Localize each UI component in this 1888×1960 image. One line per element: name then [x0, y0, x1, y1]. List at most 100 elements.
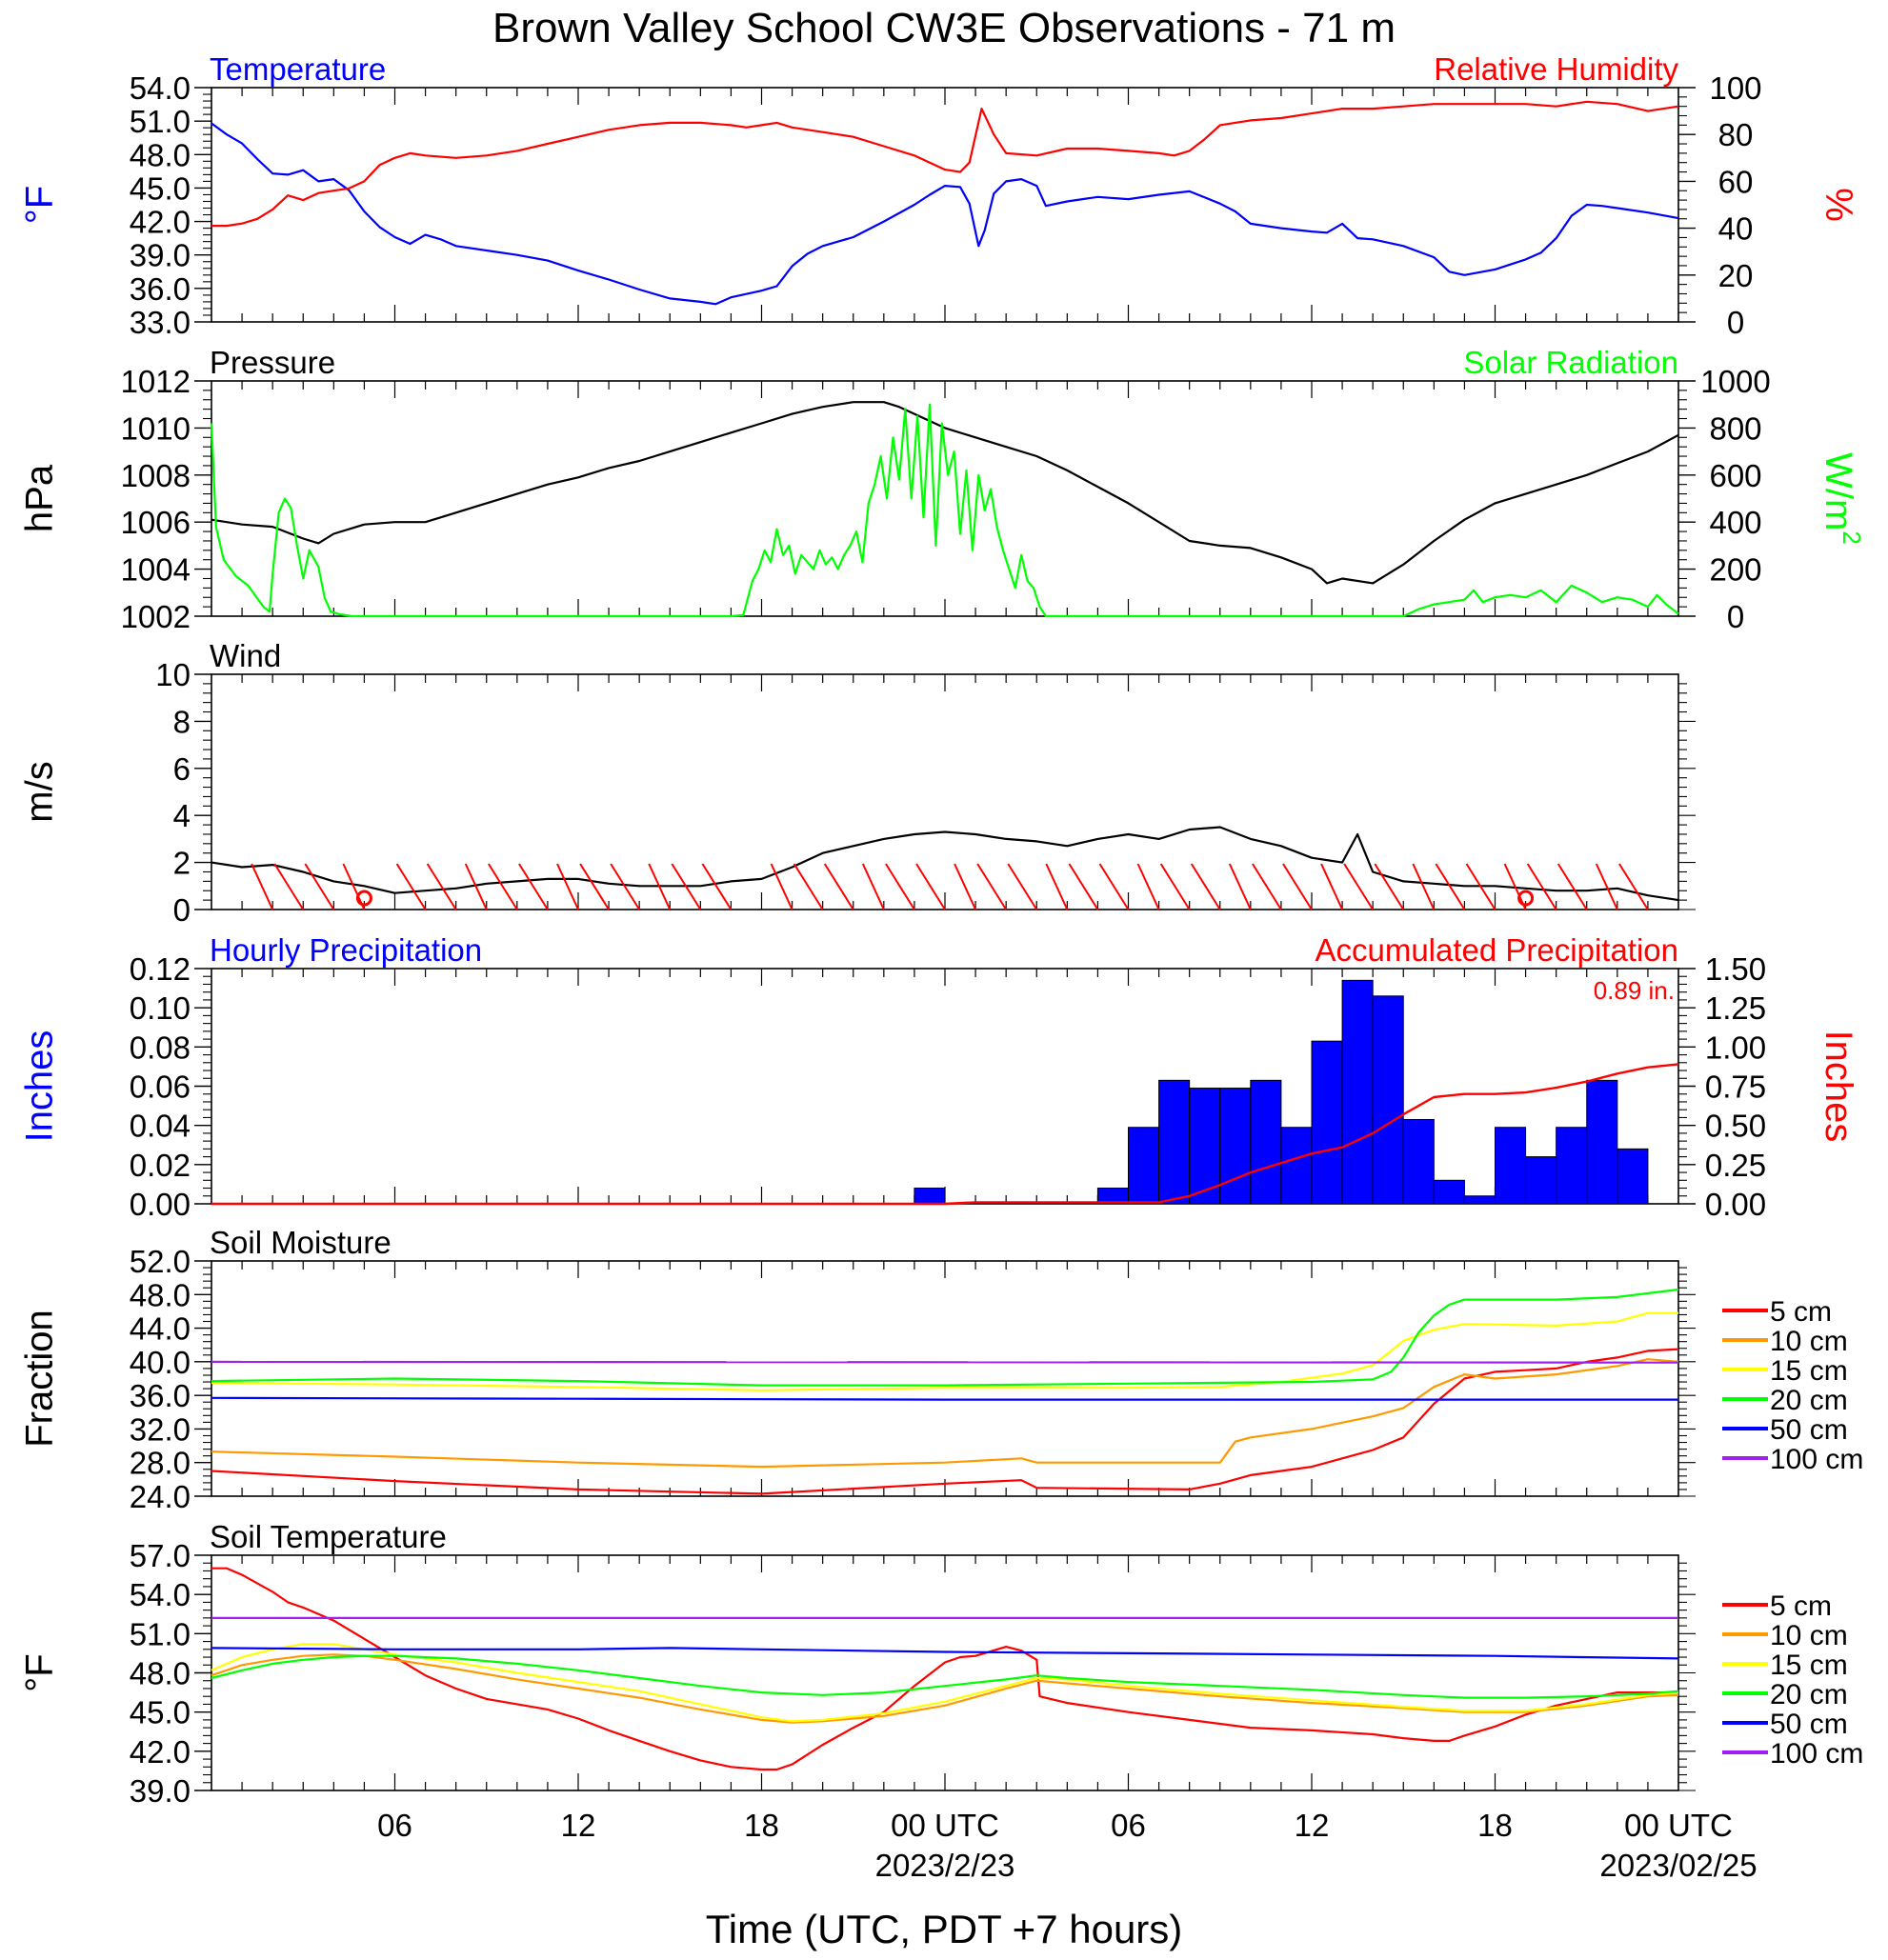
10-cm-series-line [211, 1358, 1679, 1469]
15-cm-series-line [211, 1311, 1678, 1391]
y-tick-label: 1002 [121, 599, 191, 634]
panel-soil_temperature: 39.042.0 45.0 48.0 51.0 54.0 57.0 Soil Tempera… [19, 1519, 1864, 1809]
panel-left-title: Soil Moisture [210, 1225, 392, 1260]
y2-tick-label: 0.00 [1705, 1187, 1766, 1222]
precip-bar [1128, 1127, 1160, 1205]
legend-label: 5 cm [1770, 1296, 1832, 1328]
y-tick-label: 1010 [121, 410, 191, 446]
y-tick-label: 52.0 [130, 1244, 191, 1279]
precip-bar [1433, 1179, 1465, 1205]
legend-label: 10 cm [1770, 1326, 1848, 1357]
legend-label: 15 cm [1770, 1650, 1848, 1681]
x-tick-label: 00 UTC [1624, 1808, 1733, 1843]
y-tick-label: 1008 [121, 458, 191, 493]
accumulated-total-annotation: 0.89 in. [1594, 976, 1675, 1005]
precip-bar [1280, 1127, 1313, 1205]
y-tick-label: 54.0 [130, 70, 191, 106]
wind-barb [1595, 863, 1618, 910]
wind-barb [1465, 863, 1496, 910]
legend-label: 20 cm [1770, 1385, 1848, 1416]
y-tick-label: 1004 [121, 552, 191, 588]
x-tick-label: 12 [561, 1808, 596, 1843]
y-axis-label: °F [19, 1653, 61, 1691]
y-tick-label: 0.06 [130, 1070, 191, 1105]
y2-tick-label: 0.75 [1705, 1070, 1766, 1105]
y-tick-label: 42.0 [130, 205, 191, 240]
y2-tick-label: 80 [1718, 117, 1754, 152]
y-tick-label: 39.0 [130, 1773, 191, 1809]
y-tick-label: 44.0 [130, 1311, 191, 1347]
panel-soil_moisture: 24.028.032.036.040.044.048.052.0 Soil Moi… [19, 1225, 1864, 1514]
wind-barb [395, 863, 427, 910]
accumulated-precip-line [211, 1063, 1679, 1206]
y-tick-label: 28.0 [130, 1446, 191, 1481]
precip-bar [1311, 1040, 1343, 1205]
wind-barb [1374, 863, 1405, 910]
y-tick-label: 51.0 [130, 104, 191, 139]
panel-temp_rh: 33.036.039.042.045.048.051.054.0 0 20 40 60 8… [19, 51, 1860, 340]
x-tick-label: 18 [744, 1808, 779, 1843]
calm-wind-marker [1517, 890, 1535, 907]
y-tick-label: 6 [173, 751, 191, 787]
solar-series-line [210, 403, 1679, 618]
wind-barb [861, 863, 885, 910]
legend-label: 20 cm [1770, 1679, 1848, 1710]
y-tick-label: 45.0 [130, 170, 191, 206]
y2-tick-label: 0 [1727, 305, 1744, 340]
wind-barb [1252, 863, 1282, 910]
legend-label: 10 cm [1770, 1620, 1848, 1651]
y-tick-label: 24.0 [130, 1479, 191, 1514]
wind-barb [426, 863, 457, 910]
y-tick-label: 45.0 [130, 1695, 191, 1730]
wind-barb [1343, 863, 1375, 910]
precip-bar [1341, 979, 1374, 1205]
y2-tick-label: 1.50 [1705, 951, 1766, 987]
y2-tick-label: 200 [1709, 552, 1761, 588]
wind-barb [1503, 863, 1527, 910]
wind-barb [701, 863, 733, 910]
y-tick-label: 0.04 [130, 1109, 191, 1144]
15-cm-series-line [211, 1643, 1679, 1723]
x-date-label: 2023/02/25 [1599, 1848, 1757, 1883]
panel-left-title: Soil Temperature [210, 1519, 447, 1554]
precip-bar [1372, 995, 1404, 1205]
y-axis-label: Fraction [19, 1310, 61, 1448]
panel-left-title: Temperature [210, 51, 386, 87]
precip-bar [1556, 1127, 1588, 1205]
wind-barb [1526, 863, 1557, 910]
wind-barb [518, 863, 549, 910]
wind-barb [487, 863, 518, 910]
y2-tick-label: 100 [1709, 70, 1761, 106]
y-tick-label: 32.0 [130, 1411, 191, 1447]
wind-barb [1412, 863, 1436, 910]
y-axis-label: Inches [19, 1030, 61, 1143]
5-cm-series-line [211, 1348, 1679, 1495]
y2-tick-label: 800 [1709, 410, 1761, 446]
50-cm-series-line [211, 1396, 1678, 1401]
wind-barb [304, 863, 335, 910]
y-axis-label: hPa [19, 464, 61, 532]
panel-left-title: Hourly Precipitation [210, 932, 482, 968]
wind-barb [1007, 863, 1038, 910]
y2-tick-label: 60 [1718, 164, 1754, 199]
wind-barb [1282, 863, 1313, 910]
precip-bar [1158, 1079, 1191, 1205]
y2-tick-label: 40 [1718, 211, 1754, 247]
x-tick-label: 06 [1111, 1808, 1146, 1843]
precip-bar [1463, 1195, 1496, 1205]
x-tick-label: 06 [377, 1808, 412, 1843]
wind-barb [671, 863, 702, 910]
y-tick-label: 0.10 [130, 990, 191, 1026]
20-cm-series-line [211, 1288, 1679, 1387]
y-tick-label: 42.0 [130, 1734, 191, 1770]
20-cm-series-line [211, 1654, 1679, 1699]
panel-right-title: Relative Humidity [1434, 51, 1678, 87]
wind-barb [1098, 863, 1130, 910]
y-tick-label: 0 [173, 892, 191, 928]
panels: 33.036.039.042.045.048.051.054.002040608… [19, 51, 1867, 1883]
legend-label: 50 cm [1770, 1414, 1848, 1446]
50-cm-series-line [211, 1647, 1679, 1660]
precip-bar [1250, 1079, 1282, 1205]
y-tick-label: 48.0 [130, 137, 191, 172]
